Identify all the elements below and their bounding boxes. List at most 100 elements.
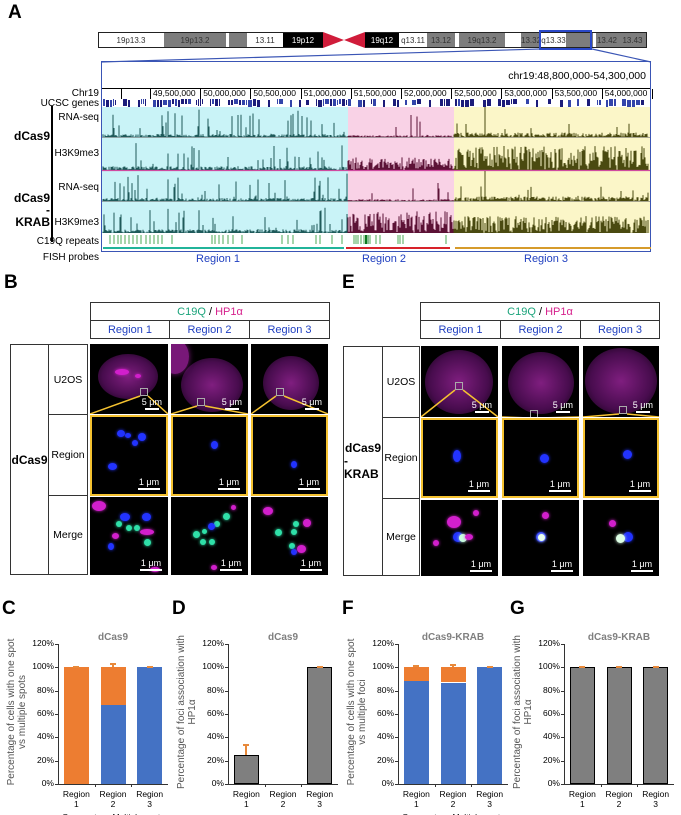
micrograph-region-region-3: 1 μm [251,415,328,496]
gene-glyph [202,99,203,104]
panel-label-f: F [342,598,354,619]
y-axis [398,644,399,784]
scale-label: 5 μm [471,400,492,410]
ideogram-band [226,32,229,48]
y-tick [55,690,58,692]
y-tick [395,644,398,645]
scale-line [220,569,242,571]
gene-glyph [145,99,146,106]
category-label: Region 2 [99,789,127,809]
gene-glyph [587,99,590,106]
c19q-signal [459,534,467,542]
y-tick-label: 60% [206,708,224,718]
x-axis [564,784,674,785]
gene-glyph [548,99,551,104]
nucleus [263,356,319,410]
channel-header-b: C19Q / HP1α [90,302,330,321]
gene-glyph [373,99,376,106]
signal-tracks [102,107,650,233]
ruler-tick [601,89,603,99]
legend-label: One spot [62,812,97,815]
bar-foci-association [233,754,259,784]
micrograph-u2os-region-2: 5 μm [502,346,579,417]
ruler-tick-label: 50,500,000 [253,88,296,98]
gene-glyph [371,99,372,104]
scale-label: 5 μm [632,400,653,410]
dcas9-signal [117,430,125,437]
ruler-tick-label: 53,000,000 [504,88,547,98]
scale-label: 1 μm [218,477,240,487]
scale-bar: 1 μm [218,477,240,490]
gene-glyph [440,99,443,106]
scale-label: 5 μm [552,400,573,410]
y-tick-label: 40% [36,731,54,742]
x-tick [264,784,266,787]
chart-f: dCas9-KRAB Percentage of cells with one s… [340,610,510,815]
ideogram-band: 13.43 [618,32,647,48]
micrograph-merge-region-1: 1 μm [90,497,168,575]
x-tick-label: Region 3 [470,789,510,809]
category-label: Region 2 [269,789,297,809]
c19q-signal [293,521,299,527]
scale-line [631,570,653,572]
gene-glyph [536,100,538,107]
scale-label: 5 μm [141,397,162,407]
gene-glyph [383,100,385,107]
gene-glyph [397,100,399,107]
gene-glyph [141,99,142,104]
hp1a-signal [433,540,439,546]
bar-foci-association [569,667,595,784]
gene-glyph [215,99,218,106]
ruler-tick-label: 52,000,000 [404,88,447,98]
c19q-repeats-track [109,235,447,244]
ucsc-genes-label: UCSC genes [40,98,99,109]
gene-glyph [577,99,579,106]
gene-glyph [609,99,613,106]
gene-glyph [239,100,241,105]
column-header-region-1: Region 1 [90,320,170,339]
track-label-rnaseq-krab: RNA-seq [58,182,99,193]
condition-label-dcas9-krab: dCas9 -KRAB [343,346,383,576]
ruler-tick-label: 54,000,000 [604,88,648,98]
y-tick-label: 100% [372,661,394,672]
scale-bar: 1 μm [298,477,320,490]
y-axis-label-line1: Percentage of cells with one spot [346,638,357,786]
scale-line [635,411,650,413]
nucleus [508,352,574,414]
scale-bar: 5 μm [553,400,573,413]
y-tick-label: 20% [542,754,560,765]
dcas9-signal [453,532,463,542]
gene-glyph [172,99,174,104]
track-label-rnaseq-dcas9: RNA-seq [58,112,99,123]
y-tick-label: 0% [41,778,54,788]
x-tick [637,784,639,787]
ucsc-genes-track [102,99,650,107]
chart-title: dCas9 [267,632,298,643]
scale-label: 1 μm [470,559,492,569]
hp1a-signal [135,374,141,378]
x-tick-label: Region 2 [433,789,473,809]
scale-line [629,490,651,492]
ideogram-band: q13.11 [399,32,427,48]
row-label-u2os: U2OS [48,344,88,415]
gene-glyph [318,100,322,107]
y-tick-label: 120% [538,638,560,648]
scale-bar: 5 μm [633,400,653,413]
error-bar-cap [316,666,323,669]
y-axis-label-line1: Percentage of cells with one spot [6,638,17,786]
y-tick-label: 120% [32,638,54,648]
y-tick [225,760,228,762]
y-tick [561,760,564,762]
zoom-inset-marker [455,382,463,390]
scale-bar: 1 μm [468,479,490,492]
category-label: Region 3 [642,789,670,809]
ruler-tick [150,89,151,99]
sample-bracket-dcas9 [51,106,53,178]
y-tick-label: 40% [542,731,560,742]
sample-label-dcas9: dCas9 [14,129,51,143]
ruler-tick [652,89,653,99]
y-tick-label: 40% [206,731,224,742]
chart-c: dCas9 Percentage of cells with one spot vs… [0,610,170,815]
row-label-merge: Merge [382,498,420,576]
category-label: Region 2 [439,789,467,809]
